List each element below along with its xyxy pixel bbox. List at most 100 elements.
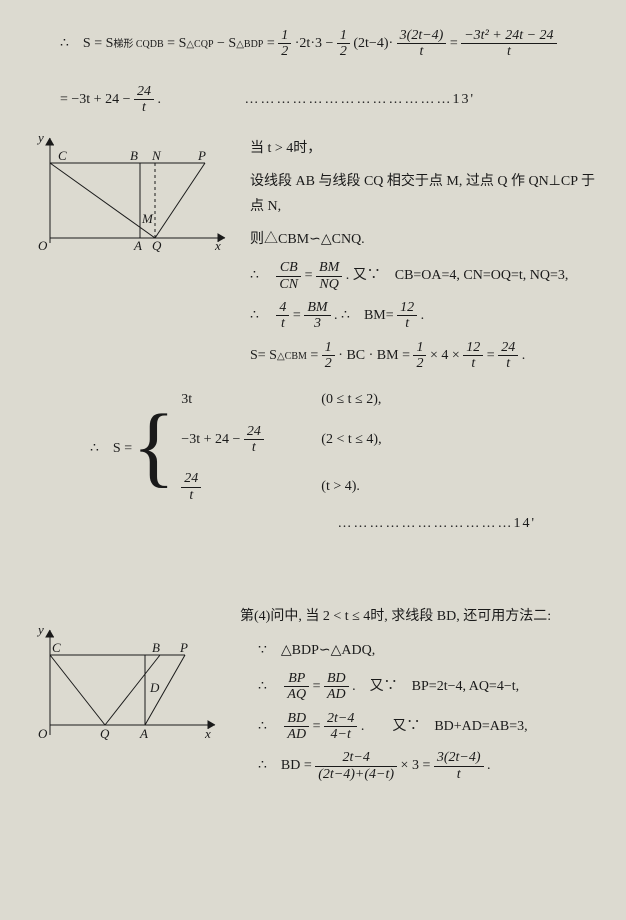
svg-text:A: A bbox=[139, 726, 148, 741]
fraction: 12 bbox=[322, 340, 335, 372]
text: ∴ bbox=[250, 268, 273, 283]
text: S= S bbox=[250, 348, 277, 363]
text: ∴ S = S bbox=[60, 36, 113, 51]
subscript: △CBM bbox=[277, 351, 307, 362]
cases: 3t (0 ≤ t ≤ 2), −3t + 24 − 24t (2 < t ≤ … bbox=[181, 392, 381, 504]
svg-text:x: x bbox=[204, 726, 211, 741]
score-marker-14: ……………………………14' bbox=[30, 511, 536, 536]
figure-1: y C B N P M O A Q x bbox=[30, 128, 230, 258]
text: = bbox=[267, 36, 275, 51]
fig1-C: C bbox=[58, 148, 67, 163]
equation-line-8: ∴ BDAD = 2t−44−t . 又∵ BD+AD=AB=3, bbox=[258, 711, 596, 743]
text: ∴ BD = bbox=[258, 758, 312, 773]
text: . 又∵ BD+AD=AB=3, bbox=[361, 719, 528, 734]
text: 第(4)问中, 当 2 < t ≤ 4时, 求线段 BD, 还可用方法二: bbox=[240, 604, 596, 629]
fig1-A: A bbox=[133, 238, 142, 253]
fraction: BM3 bbox=[304, 300, 330, 332]
figure2-row: y C B P D O Q A x 第(4)问中, 当 2 < t ≤ 4时, … bbox=[30, 596, 596, 790]
fraction: BMNQ bbox=[316, 260, 342, 292]
text: = bbox=[305, 268, 316, 283]
piecewise-definition: ∴ S = { 3t (0 ≤ t ≤ 2), −3t + 24 − 24t (… bbox=[90, 392, 596, 504]
equation-line-1: ∴ S = S梯形 CQDB = S△CQP − S△BDP = 12 ·2t·… bbox=[60, 28, 596, 60]
text: = bbox=[310, 348, 318, 363]
fig1-B: B bbox=[130, 148, 138, 163]
text: . 又∵ CB=OA=4, CN=OQ=t, NQ=3, bbox=[346, 268, 569, 283]
svg-text:C: C bbox=[52, 640, 61, 655]
fig1-Q: Q bbox=[152, 238, 162, 253]
text: = −3t + 24 − bbox=[60, 92, 130, 107]
text: − S bbox=[217, 36, 236, 51]
equation-line-3: ∴ CBCN = BMNQ . 又∵ CB=OA=4, CN=OQ=t, NQ=… bbox=[250, 260, 596, 292]
case-2-expr: −3t + 24 − 24t bbox=[181, 424, 311, 456]
fraction: 12 bbox=[337, 28, 350, 60]
case-3-cond: (t > 4). bbox=[321, 479, 360, 495]
text: 当 t > 4时， bbox=[250, 136, 596, 161]
text: 则△CBM∽△CNQ. bbox=[250, 227, 596, 252]
svg-text:O: O bbox=[38, 726, 48, 741]
svg-text:D: D bbox=[149, 680, 160, 695]
svg-text:y: y bbox=[36, 622, 44, 637]
text: . bbox=[522, 348, 526, 363]
fig1-O: O bbox=[38, 238, 48, 253]
equation-line-4: ∴ 4t = BM3 . ∴ BM= 12t . bbox=[250, 300, 596, 332]
fraction: −3t² + 24t − 24t bbox=[461, 28, 556, 60]
text: ∴ bbox=[258, 679, 281, 694]
svg-text:P: P bbox=[179, 640, 188, 655]
fraction: 2t−44−t bbox=[324, 711, 357, 743]
subscript: 梯形 CQDB bbox=[113, 39, 163, 50]
fraction: 2t−4(2t−4)+(4−t) bbox=[315, 750, 397, 782]
fraction: 3(2t−4)t bbox=[397, 28, 447, 60]
subscript: △BDP bbox=[236, 39, 263, 50]
fraction: 4t bbox=[276, 300, 289, 332]
score-marker-13: …………………………………13' bbox=[244, 92, 475, 107]
fig1-P: P bbox=[197, 148, 206, 163]
fraction: 12 bbox=[413, 340, 426, 372]
equation-line-5: S= S△CBM = 12 · BC · BM = 12 × 4 × 12t =… bbox=[250, 340, 596, 372]
fig1-N: N bbox=[151, 148, 162, 163]
equation-line-7: ∴ BPAQ = BDAD . 又∵ BP=2t−4, AQ=4−t, bbox=[258, 671, 596, 703]
text: 设线段 AB 与线段 CQ 相交于点 M, 过点 Q 作 QN⊥CP 于点 N, bbox=[250, 169, 596, 219]
text: ∴ bbox=[258, 719, 281, 734]
fraction: BDAD bbox=[284, 711, 309, 743]
text: = bbox=[450, 36, 458, 51]
case-2-cond: (2 < t ≤ 4), bbox=[321, 432, 381, 448]
svg-text:Q: Q bbox=[100, 726, 110, 741]
fraction: BDAD bbox=[324, 671, 349, 703]
text: (2t−4)· bbox=[353, 36, 393, 51]
text: = bbox=[487, 348, 498, 363]
text: ∴ bbox=[250, 308, 273, 323]
text: = bbox=[313, 719, 324, 734]
text: = S bbox=[167, 36, 186, 51]
text: = bbox=[293, 308, 304, 323]
text: ∴ S = bbox=[90, 437, 132, 457]
case-3-expr: 24t bbox=[181, 471, 311, 503]
fraction: 12t bbox=[397, 300, 417, 332]
fraction: 3(2t−4)t bbox=[434, 750, 484, 782]
fraction: BPAQ bbox=[284, 671, 309, 703]
text: × 4 × bbox=[430, 348, 460, 363]
paragraph-1: 当 t > 4时， 设线段 AB 与线段 CQ 相交于点 M, 过点 Q 作 Q… bbox=[250, 128, 596, 380]
text: · BC · BM = bbox=[338, 348, 410, 363]
fraction: 24t bbox=[134, 84, 154, 116]
text: . bbox=[157, 92, 161, 107]
figure-2: y C B P D O Q A x bbox=[30, 620, 220, 750]
paragraph-2: 第(4)问中, 当 2 < t ≤ 4时, 求线段 BD, 还可用方法二: ∵ … bbox=[240, 596, 596, 790]
text: . bbox=[487, 758, 491, 773]
svg-text:B: B bbox=[152, 640, 160, 655]
text: = bbox=[313, 679, 324, 694]
text: × 3 = bbox=[401, 758, 431, 773]
fraction: CBCN bbox=[276, 260, 301, 292]
case-1-expr: 3t bbox=[181, 392, 311, 408]
text: . 又∵ BP=2t−4, AQ=4−t, bbox=[352, 679, 519, 694]
equation-line-6: ∵ △BDP∽△ADQ, bbox=[258, 638, 596, 663]
fraction: 24t bbox=[498, 340, 518, 372]
figure1-row: y C B N P M O A Q x 当 t > 4时， 设线段 AB 与线段… bbox=[30, 128, 596, 380]
equation-line-2: = −3t + 24 − 24t . …………………………………13' bbox=[60, 84, 596, 116]
text: . ∴ BM= bbox=[334, 308, 394, 323]
fig1-x-label: x bbox=[214, 238, 221, 253]
subscript: △CQP bbox=[186, 39, 213, 50]
fraction: 12 bbox=[278, 28, 291, 60]
case-1-cond: (0 ≤ t ≤ 2), bbox=[321, 392, 381, 408]
text: ·2t·3 − bbox=[295, 36, 334, 51]
text: . bbox=[421, 308, 425, 323]
